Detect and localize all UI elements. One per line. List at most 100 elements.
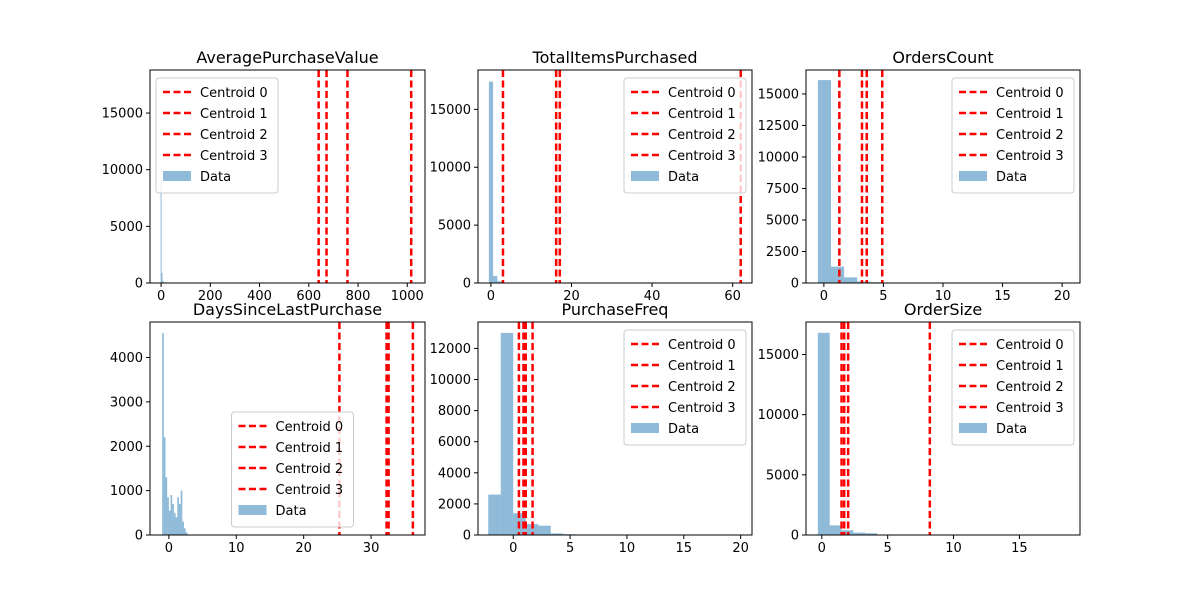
histogram-bar: [817, 80, 832, 283]
y-tick-label: 0: [463, 529, 471, 544]
y-tick-label: 8000: [438, 404, 471, 419]
histogram-bar: [177, 497, 179, 535]
y-tick-label: 1000: [110, 484, 143, 499]
legend-label: Data: [276, 504, 307, 519]
legend: Centroid 0 Centroid 1 Centroid 2 Centroid 3…: [951, 77, 1075, 194]
x-tick-label: 400: [247, 289, 272, 304]
legend-label: Centroid 1: [668, 359, 736, 374]
legend: Centroid 0 Centroid 1 Centroid 2 Centroid 3…: [155, 77, 279, 194]
y-tick-label: 0: [463, 277, 471, 292]
y-tick-label: 5000: [766, 468, 799, 483]
histogram-bar: [175, 517, 178, 535]
histogram-bar: [493, 276, 498, 283]
x-tick-label: 10: [935, 289, 952, 304]
y-tick-label: 12500: [758, 119, 799, 134]
histogram-bar: [162, 333, 164, 535]
x-tick-label: 800: [346, 289, 371, 304]
legend-label: Data: [668, 422, 699, 437]
axes-frame: [149, 321, 426, 536]
x-tick-label: 5: [884, 541, 892, 556]
histogram-bar: [172, 503, 174, 535]
histogram-bar: [173, 512, 176, 535]
y-tick-label: 15000: [102, 107, 143, 122]
y-tick-label: 2000: [438, 497, 471, 512]
legend-label: Centroid 0: [668, 86, 736, 101]
legend-label: Data: [200, 170, 231, 185]
legend-label: Centroid 2: [276, 462, 344, 477]
legend: Centroid 0 Centroid 1 Centroid 2 Centroid 3…: [623, 329, 747, 446]
y-tick-label: 10000: [430, 161, 471, 176]
legend-label: Centroid 3: [668, 149, 736, 164]
x-tick-label: 0: [820, 289, 828, 304]
subplot-title: PurchaseFreq: [562, 300, 669, 319]
histogram-bar: [168, 510, 171, 535]
x-tick-label: 20: [295, 541, 312, 556]
legend-patch-swatch: [959, 171, 987, 181]
legend-label: Centroid 2: [668, 128, 736, 143]
legend-label: Centroid 2: [996, 128, 1064, 143]
histogram-bar: [185, 532, 188, 535]
legend-patch-swatch: [238, 505, 267, 515]
legend-label: Centroid 2: [668, 380, 736, 395]
y-tick-label: 0: [791, 277, 799, 292]
x-tick-label: 0: [509, 541, 517, 556]
legend-label: Centroid 3: [996, 401, 1064, 416]
x-tick-label: 5: [879, 289, 887, 304]
legend-box: [231, 411, 354, 528]
legend-label: Centroid 2: [200, 128, 268, 143]
histogram-bar: [165, 477, 168, 535]
legend-label: Centroid 0: [996, 338, 1064, 353]
histogram-bar: [162, 280, 164, 283]
legend-label: Centroid 2: [996, 380, 1064, 395]
x-tick-label: 10: [228, 541, 245, 556]
subplot-title: OrdersCount: [892, 48, 993, 67]
legend-label: Centroid 1: [996, 107, 1064, 122]
legend-label: Centroid 1: [996, 359, 1064, 374]
subplot-4: 0 5 10 15 20 0 2000 4000 6000 8000 10000 12000 Purch…: [430, 300, 753, 556]
x-tick-label: 0: [487, 289, 495, 304]
plot-area: [162, 322, 415, 535]
x-tick-label: 30: [363, 541, 380, 556]
axes-frame: [477, 69, 753, 284]
histogram-bar: [817, 332, 830, 535]
x-tick-label: 1000: [391, 289, 424, 304]
legend-label: Centroid 1: [276, 441, 344, 456]
y-tick-label: 0: [135, 277, 143, 292]
axes-frame: [477, 321, 753, 536]
legend-label: Data: [996, 422, 1027, 437]
subplot-2: 0 5 10 15 20 0 2500 5000 7500 10000 12500 15000 Orde…: [758, 48, 1081, 304]
legend-box: [623, 329, 747, 446]
histogram-bar: [178, 503, 181, 535]
legend-label: Data: [668, 170, 699, 185]
subplot-title: DaysSinceLastPurchase: [193, 300, 382, 319]
y-tick-label: 15000: [758, 348, 799, 363]
legend-patch-swatch: [163, 171, 191, 181]
x-tick-label: 15: [1011, 541, 1028, 556]
y-tick-label: 6000: [438, 435, 471, 450]
y-tick-label: 5000: [110, 220, 143, 235]
histogram-bar: [831, 266, 845, 283]
plot-area: [488, 322, 576, 535]
legend-label: Centroid 3: [996, 149, 1064, 164]
y-tick-label: 2000: [110, 440, 143, 455]
x-tick-label: 40: [644, 289, 661, 304]
legend-box: [951, 329, 1075, 446]
histogram-bar: [844, 277, 858, 283]
legend-label: Centroid 3: [668, 401, 736, 416]
y-tick-label: 10000: [758, 408, 799, 423]
plot-area: [817, 322, 932, 535]
histogram-bar: [488, 494, 501, 535]
x-tick-label: 0: [157, 289, 165, 304]
y-tick-label: 4000: [110, 351, 143, 366]
x-tick-label: 600: [296, 289, 321, 304]
legend-label: Data: [996, 170, 1027, 185]
legend: Centroid 0 Centroid 1 Centroid 2 Centroid 3…: [623, 77, 747, 194]
legend-label: Centroid 3: [276, 483, 344, 498]
x-tick-label: 10: [619, 541, 636, 556]
axes-frame: [805, 321, 1081, 536]
legend-label: Centroid 3: [200, 149, 268, 164]
y-tick-label: 2500: [766, 245, 799, 260]
legend-patch-swatch: [959, 423, 987, 433]
x-tick-label: 0: [818, 541, 826, 556]
subplot-title: AveragePurchaseValue: [196, 48, 378, 67]
